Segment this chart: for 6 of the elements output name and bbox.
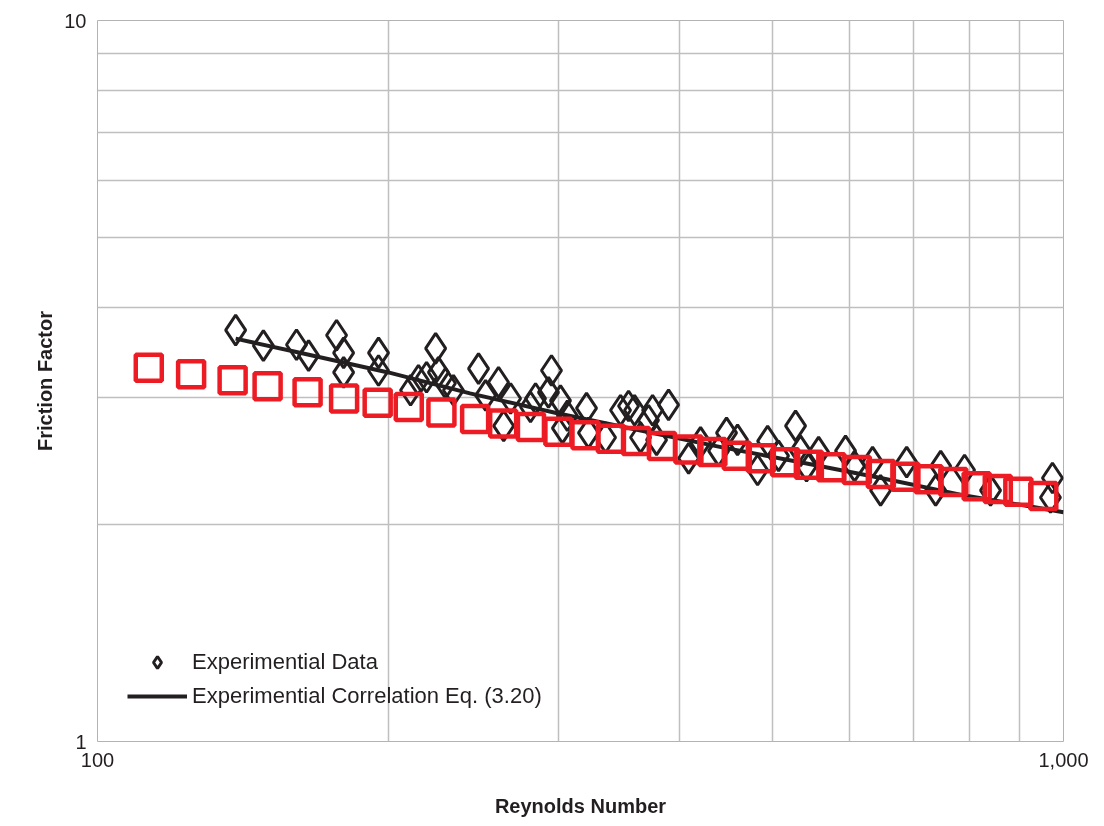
x-axis-title: Reynolds Number	[494, 794, 667, 817]
y-axis-title: Friction Factor	[34, 310, 57, 451]
x-tick-label: 1,000	[1038, 748, 1089, 771]
legend-label: Experimential Correlation Eq. (3.20)	[192, 683, 542, 709]
legend-label: Experimential Data	[192, 649, 378, 675]
y-tick-label: 10	[64, 9, 87, 32]
